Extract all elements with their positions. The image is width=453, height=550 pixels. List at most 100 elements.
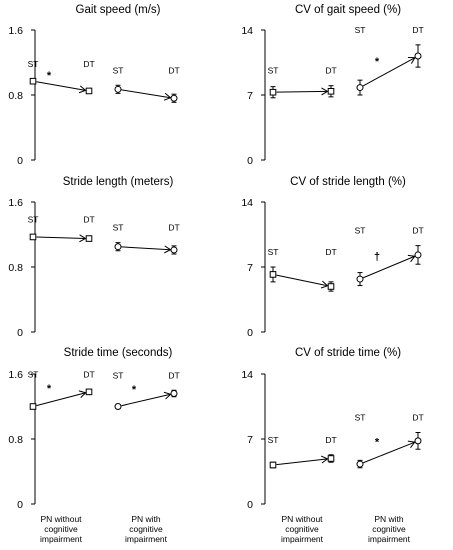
- data-point: [414, 437, 422, 445]
- significance-marker: *: [132, 384, 137, 396]
- chart-title: Gait speed (m/s): [76, 4, 161, 16]
- data-point: [85, 235, 93, 242]
- chart-panel-5: Stride time (seconds) 0 0.8 1.6 ST DT * ST DT * PN…: [8, 347, 179, 544]
- change-arrow-head: [321, 87, 329, 96]
- chart-panel-3: Stride length (meters) 0 0.8 1.6 ST DT ST DT: [8, 176, 179, 339]
- x-category-label: cognitive: [129, 524, 163, 534]
- y-tick-label: 14: [241, 197, 253, 209]
- condition-label-dt: DT: [412, 25, 423, 35]
- condition-label-dt: DT: [325, 66, 336, 76]
- condition-label-dt: DT: [412, 226, 423, 236]
- y-tick-label: 7: [247, 434, 253, 446]
- data-point: [356, 275, 364, 283]
- y-tick-label: 0: [247, 499, 253, 511]
- x-category-label: impairment: [281, 534, 324, 544]
- data-point: [327, 283, 335, 290]
- y-tick-label: 1.6: [8, 197, 23, 209]
- data-point: [29, 233, 37, 241]
- change-arrow-head: [78, 85, 87, 94]
- y-tick-label: 0: [247, 327, 253, 339]
- change-arrow-line: [363, 255, 415, 279]
- change-arrow-line: [121, 393, 171, 407]
- chart-panel-6: CV of stride time (%) 0 7 14 ST DT ST DT * PN wit…: [241, 347, 423, 544]
- change-arrow-line: [276, 458, 328, 466]
- condition-label-st: ST: [28, 369, 39, 379]
- significance-marker: *: [47, 70, 52, 82]
- change-arrow-head: [320, 280, 329, 289]
- x-category-label: PN without: [281, 514, 323, 524]
- condition-label-dt: DT: [83, 59, 94, 69]
- x-category-label: impairment: [40, 534, 83, 544]
- condition-label-st: ST: [355, 226, 366, 236]
- change-arrow-line: [362, 57, 416, 87]
- condition-label-st: ST: [113, 370, 124, 380]
- chart-title: CV of gait speed (%): [295, 4, 401, 16]
- x-category-label: PN without: [40, 514, 82, 524]
- y-tick-label: 1.6: [8, 25, 23, 37]
- y-tick-label: 0.8: [8, 434, 23, 446]
- y-tick-label: 0.8: [8, 90, 23, 102]
- x-category-label: cognitive: [44, 524, 78, 534]
- chart-title: Stride length (meters): [63, 176, 174, 188]
- data-point: [269, 271, 277, 278]
- chart-panel-1: Gait speed (m/s) 0 0.8 1.6 ST DT * ST DT: [8, 4, 179, 167]
- x-category-label: PN with: [131, 514, 161, 524]
- condition-label-st: ST: [28, 215, 39, 225]
- y-tick-label: 0: [17, 499, 23, 511]
- condition-label-dt: DT: [168, 370, 179, 380]
- condition-label-dt: DT: [325, 435, 336, 445]
- change-arrow-line: [36, 236, 86, 239]
- x-category-label: PN with: [374, 514, 404, 524]
- x-category-label: impairment: [125, 534, 168, 544]
- change-arrow-head: [79, 234, 87, 243]
- data-point: [170, 246, 178, 254]
- y-tick-label: 7: [247, 262, 253, 274]
- y-tick-label: 1.6: [8, 369, 23, 381]
- data-point: [269, 461, 277, 469]
- x-category-label: cognitive: [372, 524, 406, 534]
- data-point: [85, 87, 93, 95]
- y-tick-label: 0.8: [8, 262, 23, 274]
- chart-title: Stride time (seconds): [64, 347, 173, 359]
- condition-label-st: ST: [355, 413, 366, 423]
- data-point: [356, 460, 364, 468]
- data-point: [114, 85, 122, 93]
- change-arrow-line: [276, 90, 328, 93]
- significance-marker: †: [374, 251, 380, 263]
- x-category-label: cognitive: [285, 524, 319, 534]
- chart-panel-2: CV of gait speed (%) 0 7 14 ST DT ST DT *: [241, 4, 423, 167]
- condition-label-dt: DT: [412, 413, 423, 423]
- change-arrow-line: [36, 81, 86, 91]
- condition-label-dt: DT: [168, 65, 179, 75]
- data-point: [85, 388, 93, 396]
- data-point: [356, 84, 364, 92]
- data-point: [414, 251, 422, 259]
- change-arrow-line: [121, 246, 171, 251]
- condition-label-st: ST: [113, 65, 124, 75]
- condition-label-st: ST: [113, 223, 124, 233]
- condition-label-st: ST: [28, 59, 39, 69]
- data-point: [327, 87, 335, 95]
- change-arrow-head: [78, 390, 87, 399]
- data-point: [170, 390, 178, 397]
- data-point: [269, 88, 277, 96]
- condition-label-dt: DT: [83, 369, 94, 379]
- chart-title: CV of stride length (%): [290, 176, 406, 188]
- change-arrow-line: [121, 89, 171, 99]
- data-point: [114, 243, 122, 251]
- significance-marker: *: [375, 56, 380, 68]
- condition-label-st: ST: [268, 247, 279, 257]
- significance-marker: *: [375, 436, 380, 448]
- chart-title: CV of stride time (%): [295, 347, 401, 359]
- change-arrow-line: [36, 392, 86, 407]
- condition-label-dt: DT: [168, 223, 179, 233]
- data-point: [29, 403, 37, 410]
- data-point: [170, 94, 178, 102]
- condition-label-dt: DT: [325, 247, 336, 257]
- y-tick-label: 7: [247, 90, 253, 102]
- data-point: [114, 403, 122, 410]
- data-point: [327, 455, 335, 462]
- y-tick-label: 14: [241, 369, 253, 381]
- condition-label-st: ST: [268, 435, 279, 445]
